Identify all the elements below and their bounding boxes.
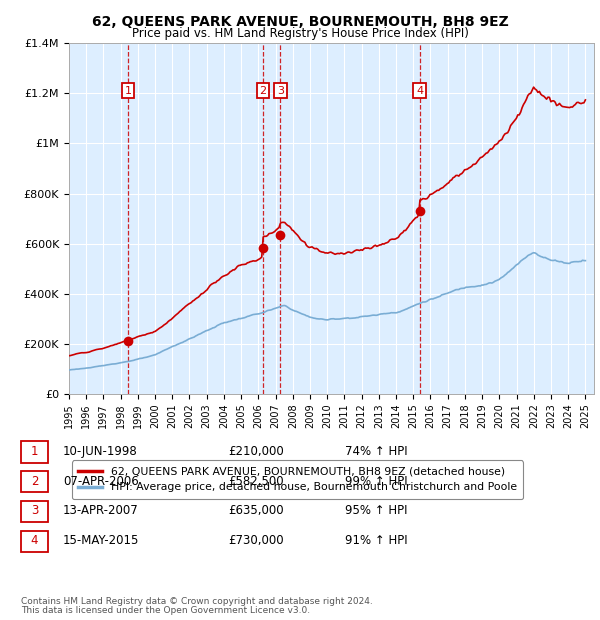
Text: 3: 3 [277,86,284,95]
Legend: 62, QUEENS PARK AVENUE, BOURNEMOUTH, BH8 9EZ (detached house), HPI: Average pric: 62, QUEENS PARK AVENUE, BOURNEMOUTH, BH8… [72,461,523,499]
Text: 10-JUN-1998: 10-JUN-1998 [63,445,138,458]
Text: £210,000: £210,000 [228,445,284,458]
Text: 15-MAY-2015: 15-MAY-2015 [63,534,139,547]
Text: 07-APR-2006: 07-APR-2006 [63,475,139,487]
Text: 99% ↑ HPI: 99% ↑ HPI [345,475,407,487]
Text: £582,500: £582,500 [228,475,284,487]
Text: 95% ↑ HPI: 95% ↑ HPI [345,505,407,517]
Text: 1: 1 [31,445,38,458]
Text: Contains HM Land Registry data © Crown copyright and database right 2024.: Contains HM Land Registry data © Crown c… [21,597,373,606]
Text: £730,000: £730,000 [228,534,284,547]
Text: 91% ↑ HPI: 91% ↑ HPI [345,534,407,547]
Text: 13-APR-2007: 13-APR-2007 [63,505,139,517]
Text: 2: 2 [259,86,266,95]
Text: 2: 2 [31,475,38,487]
Text: 4: 4 [416,86,423,95]
Text: 74% ↑ HPI: 74% ↑ HPI [345,445,407,458]
Text: 62, QUEENS PARK AVENUE, BOURNEMOUTH, BH8 9EZ: 62, QUEENS PARK AVENUE, BOURNEMOUTH, BH8… [92,15,508,29]
Text: £635,000: £635,000 [228,505,284,517]
Text: 4: 4 [31,534,38,547]
Text: 3: 3 [31,505,38,517]
Text: 1: 1 [125,86,132,95]
Text: This data is licensed under the Open Government Licence v3.0.: This data is licensed under the Open Gov… [21,606,310,615]
Text: Price paid vs. HM Land Registry's House Price Index (HPI): Price paid vs. HM Land Registry's House … [131,27,469,40]
